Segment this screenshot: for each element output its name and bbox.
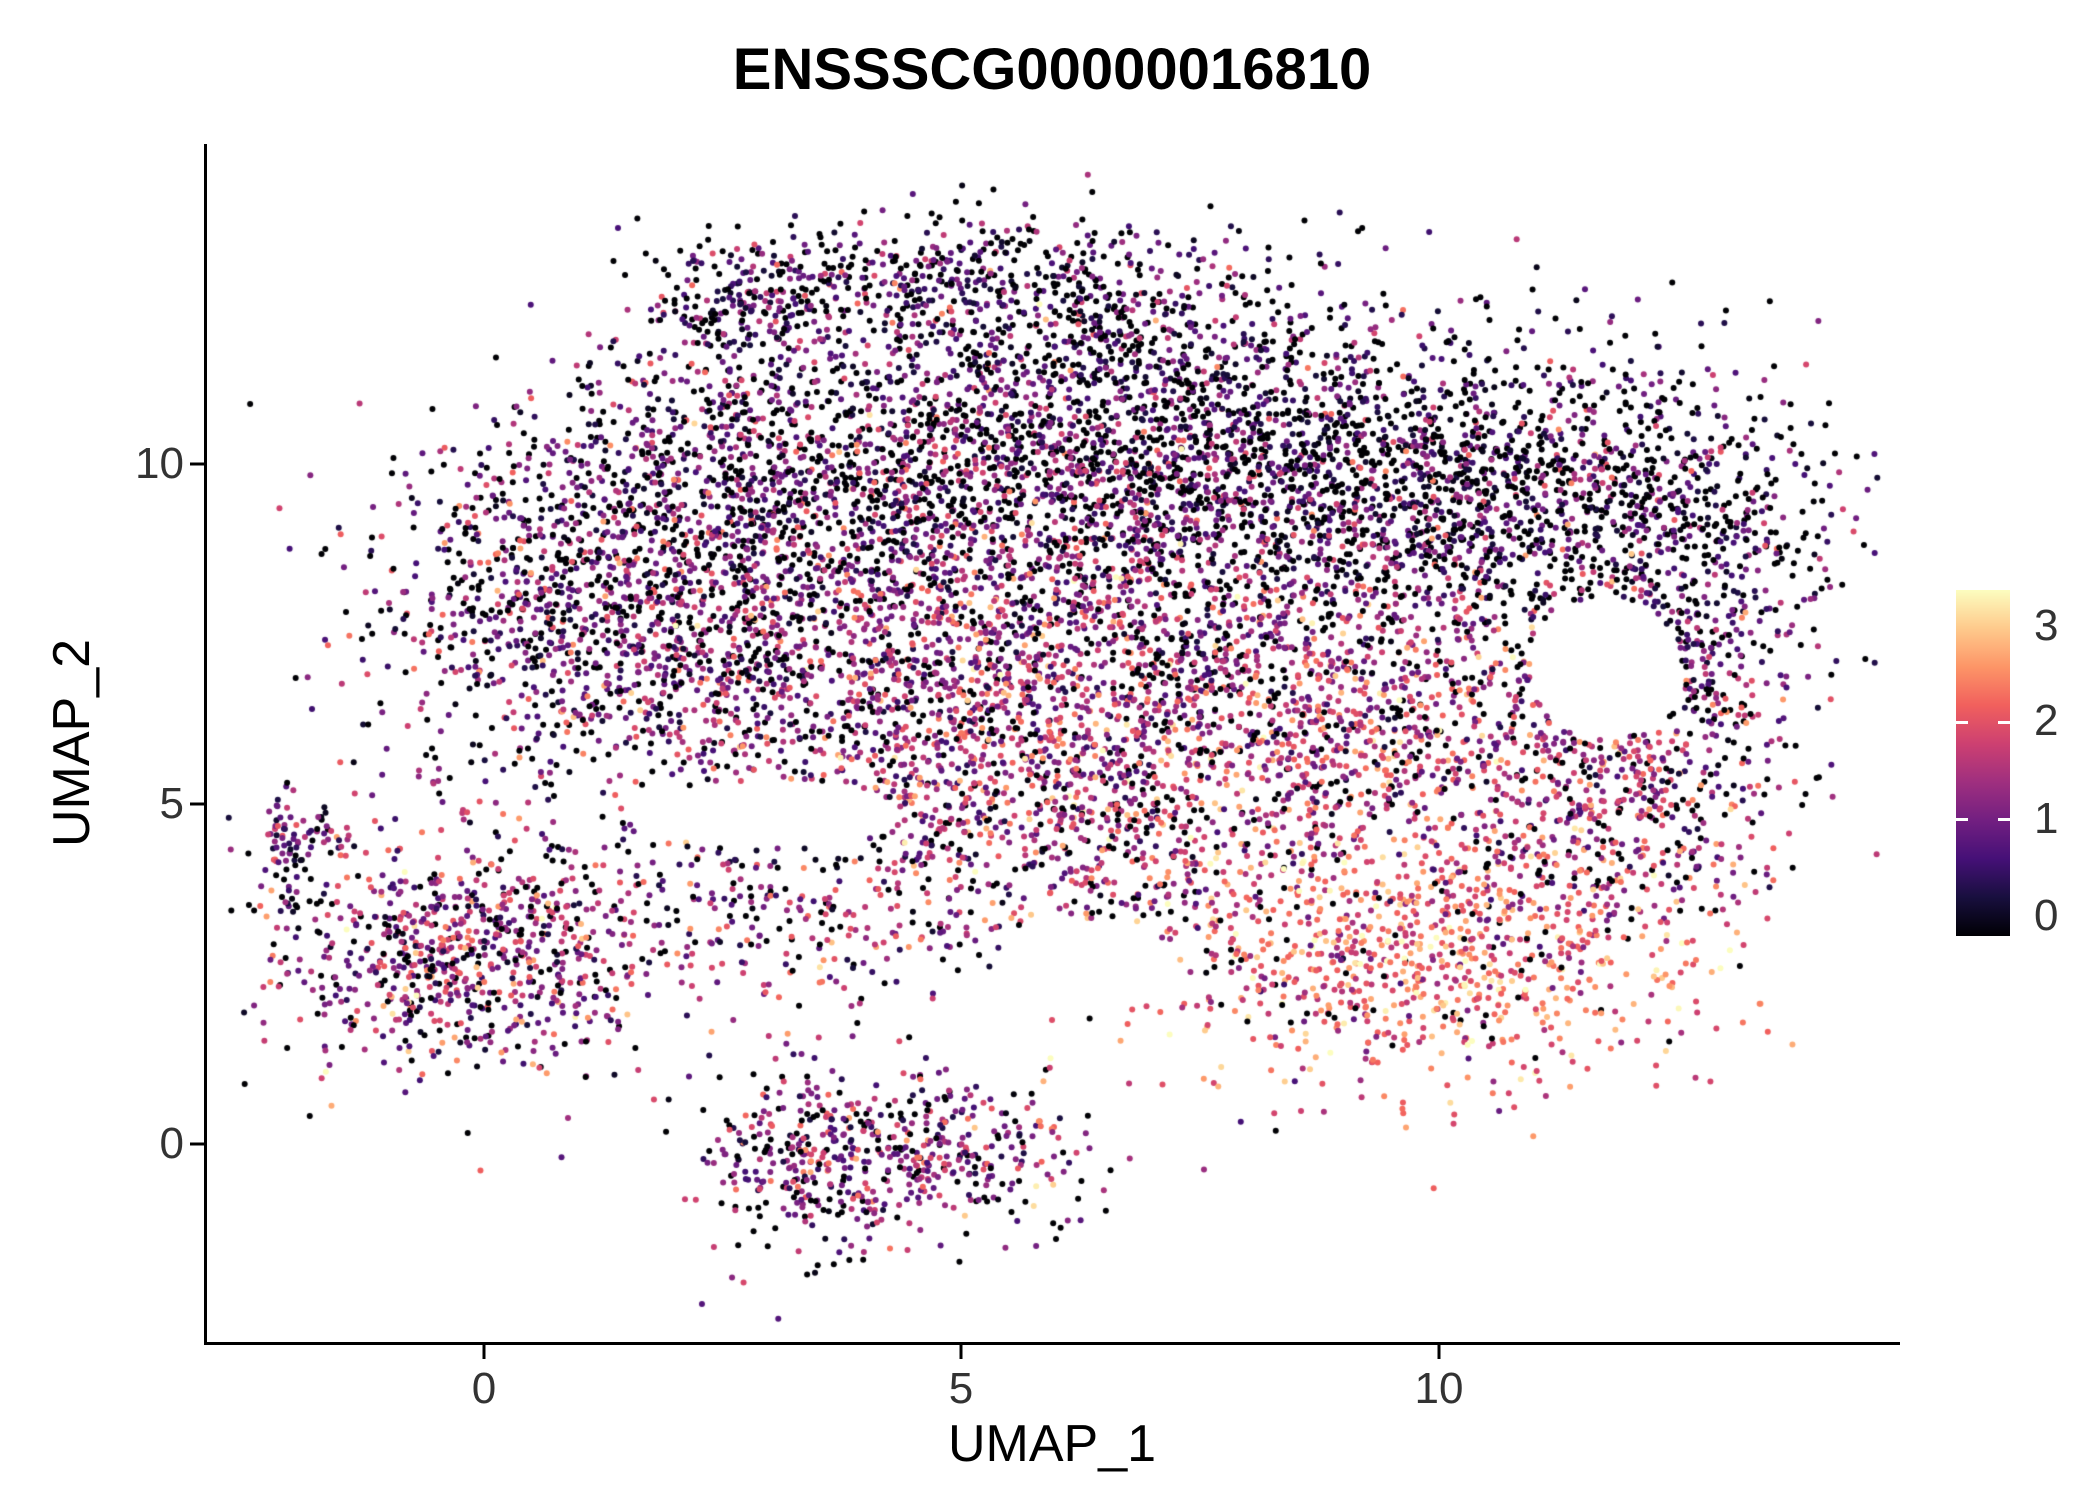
x-axis-line [204, 1342, 1900, 1345]
colorbar-label-1: 1 [2034, 794, 2059, 843]
y-tick-mark-5 [190, 802, 204, 806]
y-tick-label-0: 0 [159, 1119, 184, 1168]
x-tick-label-0: 0 [471, 1364, 497, 1413]
colorbar-gradient [1956, 590, 2010, 936]
colorbar-tick-1-right [1998, 818, 2010, 821]
colorbar-tick-2-right [1998, 721, 2010, 724]
y-tick-label-5: 5 [159, 779, 184, 828]
x-tick-mark-0 [482, 1345, 486, 1359]
x-axis-title: UMAP_1 [947, 1415, 1157, 1473]
colorbar-tick-2-left [1956, 721, 1968, 724]
colorbar-label-0: 0 [2034, 891, 2059, 940]
scatter-points-canvas [207, 144, 1897, 1342]
x-tick-label-10: 10 [1414, 1364, 1464, 1413]
x-tick-label-5: 5 [948, 1364, 974, 1413]
x-tick-mark-5 [959, 1345, 963, 1359]
colorbar-tick-1-left [1956, 818, 1968, 821]
y-tick-label-10: 10 [135, 439, 184, 488]
x-tick-mark-10 [1437, 1345, 1441, 1359]
colorbar-legend: 3 2 1 0 [1956, 590, 2100, 940]
colorbar-label-2: 2 [2034, 696, 2059, 745]
y-axis-line [204, 144, 207, 1345]
plot-title: ENSSSCG00000016810 [732, 37, 1372, 102]
colorbar-label-3: 3 [2034, 601, 2059, 650]
y-tick-mark-0 [190, 1142, 204, 1146]
y-tick-mark-10 [190, 462, 204, 466]
